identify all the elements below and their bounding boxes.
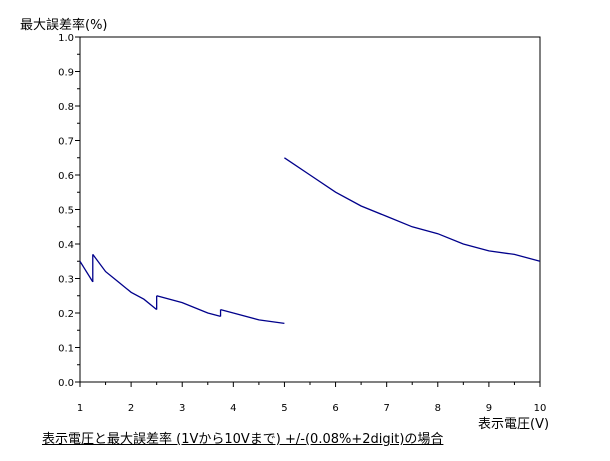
y-tick-label-0.0: 0.0 xyxy=(58,378,74,389)
series-0-segment-0 xyxy=(79,260,94,283)
x-tick-label-10: 10 xyxy=(534,403,547,414)
axis-ticks: 1 2 3 4 5 6 7 8 9 10 0.0 0.1 0.2 0.3 0.4 0.5 0.6 0.7 0.8 0.… xyxy=(58,33,546,414)
chart-caption: 表示電圧と最大誤差率 (1Vから10Vまで) +/-(0.08%+2digit)… xyxy=(42,432,444,447)
series-0-segment-2 xyxy=(156,295,221,318)
y-tick-label-0.6: 0.6 xyxy=(58,171,74,182)
x-tick-label-8: 8 xyxy=(435,403,441,414)
y-tick-label-0.9: 0.9 xyxy=(58,68,74,79)
x-tick-label-6: 6 xyxy=(332,403,338,414)
series-0-segment-1 xyxy=(92,254,158,311)
y-axis-label: 最大誤差率(%) xyxy=(20,18,108,33)
x-tick-label-3: 3 xyxy=(179,403,185,414)
x-tick-label-9: 9 xyxy=(486,403,492,414)
y-tick-label-0.1: 0.1 xyxy=(58,344,74,355)
x-tick-label-2: 2 xyxy=(128,403,134,414)
y-tick-label-0.3: 0.3 xyxy=(58,275,74,286)
x-tick-label-1: 1 xyxy=(77,403,83,414)
y-tick-label-0.4: 0.4 xyxy=(58,240,74,251)
x-tick-label-5: 5 xyxy=(281,403,287,414)
x-axis-label: 表示電圧(V) xyxy=(478,417,550,432)
x-tick-label-4: 4 xyxy=(230,403,236,414)
y-tick-label-0.5: 0.5 xyxy=(58,206,74,217)
series-0-segment-3 xyxy=(220,308,285,325)
series-layer xyxy=(79,157,541,325)
plot-frame xyxy=(79,36,541,383)
y-tick-label-0.7: 0.7 xyxy=(58,137,74,148)
series-0-segment-4 xyxy=(284,157,541,262)
y-tick-label-0.2: 0.2 xyxy=(58,309,74,320)
y-tick-label-1.0: 1.0 xyxy=(58,33,74,44)
y-tick-label-0.8: 0.8 xyxy=(58,102,74,113)
x-tick-label-7: 7 xyxy=(383,403,389,414)
